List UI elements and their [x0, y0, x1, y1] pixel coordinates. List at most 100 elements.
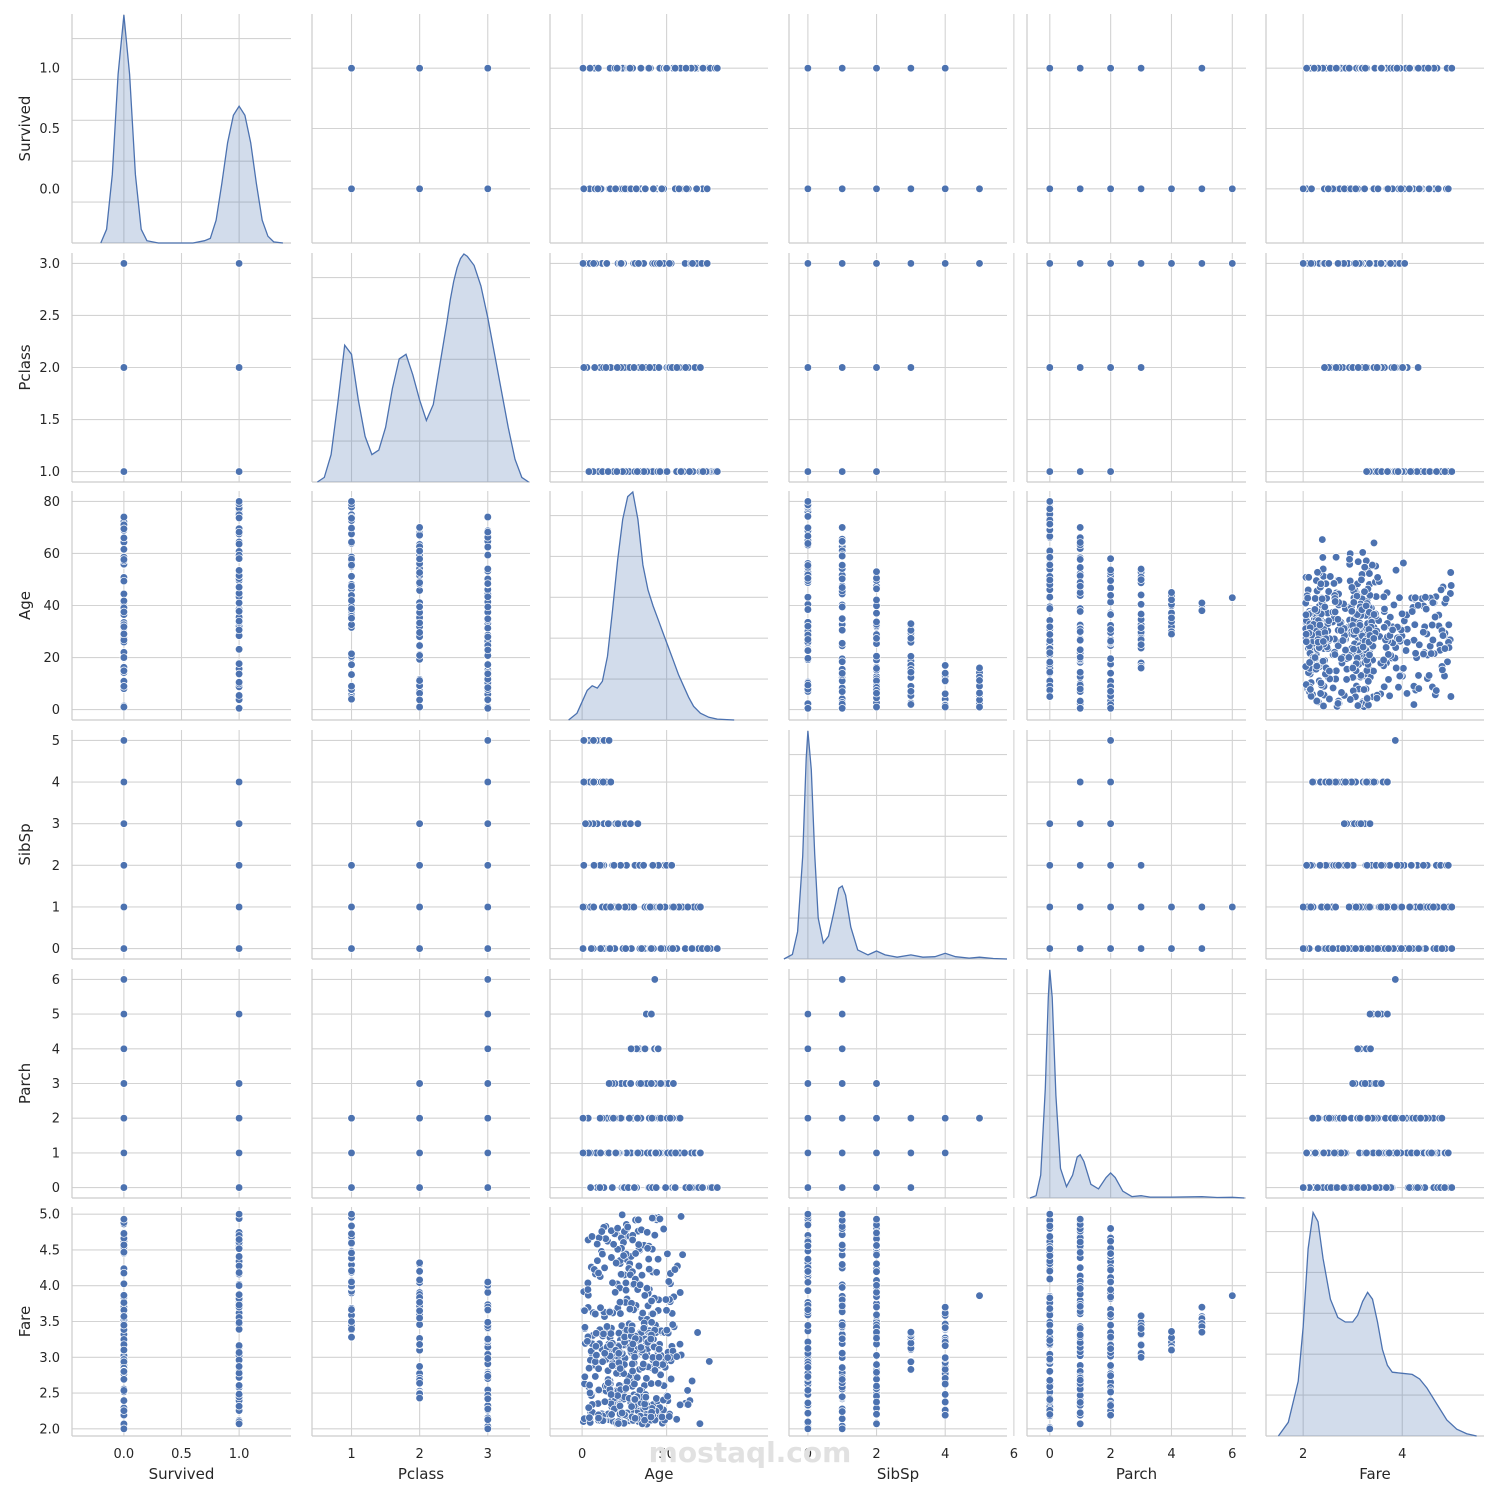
y-tick-label: 5.0: [39, 1208, 60, 1223]
scatter-point: [1136, 861, 1146, 870]
scatter-point: [648, 1213, 657, 1223]
scatter-point: [594, 64, 603, 73]
kde-line-sibsp: [783, 730, 1008, 960]
scatter-point: [1381, 643, 1391, 652]
scatter-point: [803, 1286, 813, 1295]
scatter-point: [1320, 363, 1329, 372]
scatter-point: [1304, 573, 1313, 582]
x-tick-label: 0: [578, 1447, 586, 1462]
scatter-point: [1045, 1232, 1054, 1241]
scatter-point: [1302, 861, 1311, 870]
scatter-point: [648, 1309, 657, 1318]
scatter-point: [906, 363, 916, 372]
scatter-point: [1197, 902, 1207, 912]
scatter-point: [1136, 1353, 1146, 1362]
scatter-point: [1318, 535, 1327, 544]
y-tick-label: 0: [52, 942, 60, 957]
scatter-point: [1318, 594, 1327, 603]
panel-survived-vs-pclass: [311, 14, 530, 244]
scatter-point: [119, 1291, 129, 1300]
scatter-point: [1382, 1183, 1391, 1192]
scatter-point: [415, 1306, 424, 1315]
scatter-point: [483, 975, 492, 984]
scatter-point: [1167, 902, 1176, 912]
scatter-point: [803, 1009, 813, 1019]
scatter-point: [234, 944, 244, 953]
scatter-point: [1369, 610, 1379, 619]
scatter-point: [628, 1359, 637, 1369]
scatter-point: [1045, 1244, 1054, 1254]
scatter-point: [622, 1377, 632, 1386]
scatter-point: [483, 1277, 492, 1287]
scatter-point: [1197, 944, 1207, 953]
scatter-point: [1320, 602, 1329, 612]
panel-pclass-vs-fare: [1265, 253, 1484, 483]
scatter-point: [640, 1399, 649, 1409]
scatter-point: [483, 1404, 492, 1414]
scatter-point: [1045, 1327, 1054, 1336]
panel-fare-vs-pclass: [311, 1207, 530, 1437]
y-tick-label: 2.0: [39, 361, 60, 376]
scatter-point: [1362, 1148, 1371, 1158]
scatter-point: [1106, 467, 1115, 476]
scatter-point: [1167, 1327, 1176, 1336]
scatter-point: [713, 64, 722, 73]
scatter-point: [415, 546, 424, 556]
scatter-point: [579, 363, 588, 372]
scatter-point: [1414, 671, 1423, 680]
scatter-point: [483, 1183, 492, 1192]
scatter-point: [592, 1351, 601, 1360]
scatter-point: [1444, 620, 1453, 629]
scatter-point: [872, 467, 881, 476]
x-tick-label: 0.5: [171, 1447, 192, 1462]
scatter-point: [119, 1044, 129, 1053]
scatter-point: [1447, 64, 1456, 73]
scatter-point: [1340, 819, 1349, 828]
scatter-point: [1344, 653, 1354, 662]
scatter-point: [1106, 1401, 1115, 1410]
scatter-point: [1302, 637, 1311, 646]
scatter-point: [1045, 1354, 1054, 1364]
scatter-point: [1045, 1266, 1054, 1276]
panel-sibsp-vs-age: [549, 730, 768, 960]
scatter-point: [1411, 593, 1420, 602]
scatter-point: [1443, 657, 1452, 666]
scatter-point: [975, 1291, 984, 1300]
scatter-point: [1372, 363, 1382, 372]
scatter-point: [630, 1352, 639, 1362]
scatter-point: [1373, 944, 1382, 953]
scatter-point: [1106, 1249, 1115, 1258]
scatter-point: [1419, 861, 1428, 870]
scatter-point: [234, 583, 244, 592]
x-tick-label: 4: [941, 1447, 949, 1462]
scatter-point: [1167, 588, 1176, 597]
scatter-point: [1419, 649, 1428, 659]
scatter-point: [234, 616, 244, 626]
scatter-point: [586, 1183, 595, 1192]
scatter-point: [872, 1241, 881, 1250]
scatter-point: [1383, 467, 1392, 476]
scatter-point: [1362, 861, 1372, 870]
scatter-point: [872, 617, 881, 627]
scatter-point: [1349, 645, 1358, 654]
scatter-point: [483, 902, 492, 912]
scatter-point: [234, 539, 244, 549]
panel-age-vs-survived: [71, 491, 291, 721]
scatter-point: [803, 1044, 813, 1053]
scatter-point: [1330, 607, 1340, 617]
scatter-point: [1432, 467, 1441, 476]
scatter-point: [652, 1268, 661, 1277]
scatter-point: [1351, 902, 1361, 912]
scatter-point: [600, 1263, 609, 1272]
scatter-point: [838, 704, 847, 713]
panel-survived-vs-parch: [1026, 14, 1246, 244]
scatter-point: [1334, 861, 1343, 870]
scatter-point: [941, 184, 950, 193]
scatter-point: [1424, 184, 1434, 193]
scatter-point: [119, 1312, 129, 1321]
scatter-point: [1076, 582, 1085, 591]
scatter-point: [975, 688, 984, 698]
scatter-point: [652, 1183, 661, 1192]
scatter-point: [872, 1397, 881, 1407]
scatter-point: [665, 1412, 674, 1421]
